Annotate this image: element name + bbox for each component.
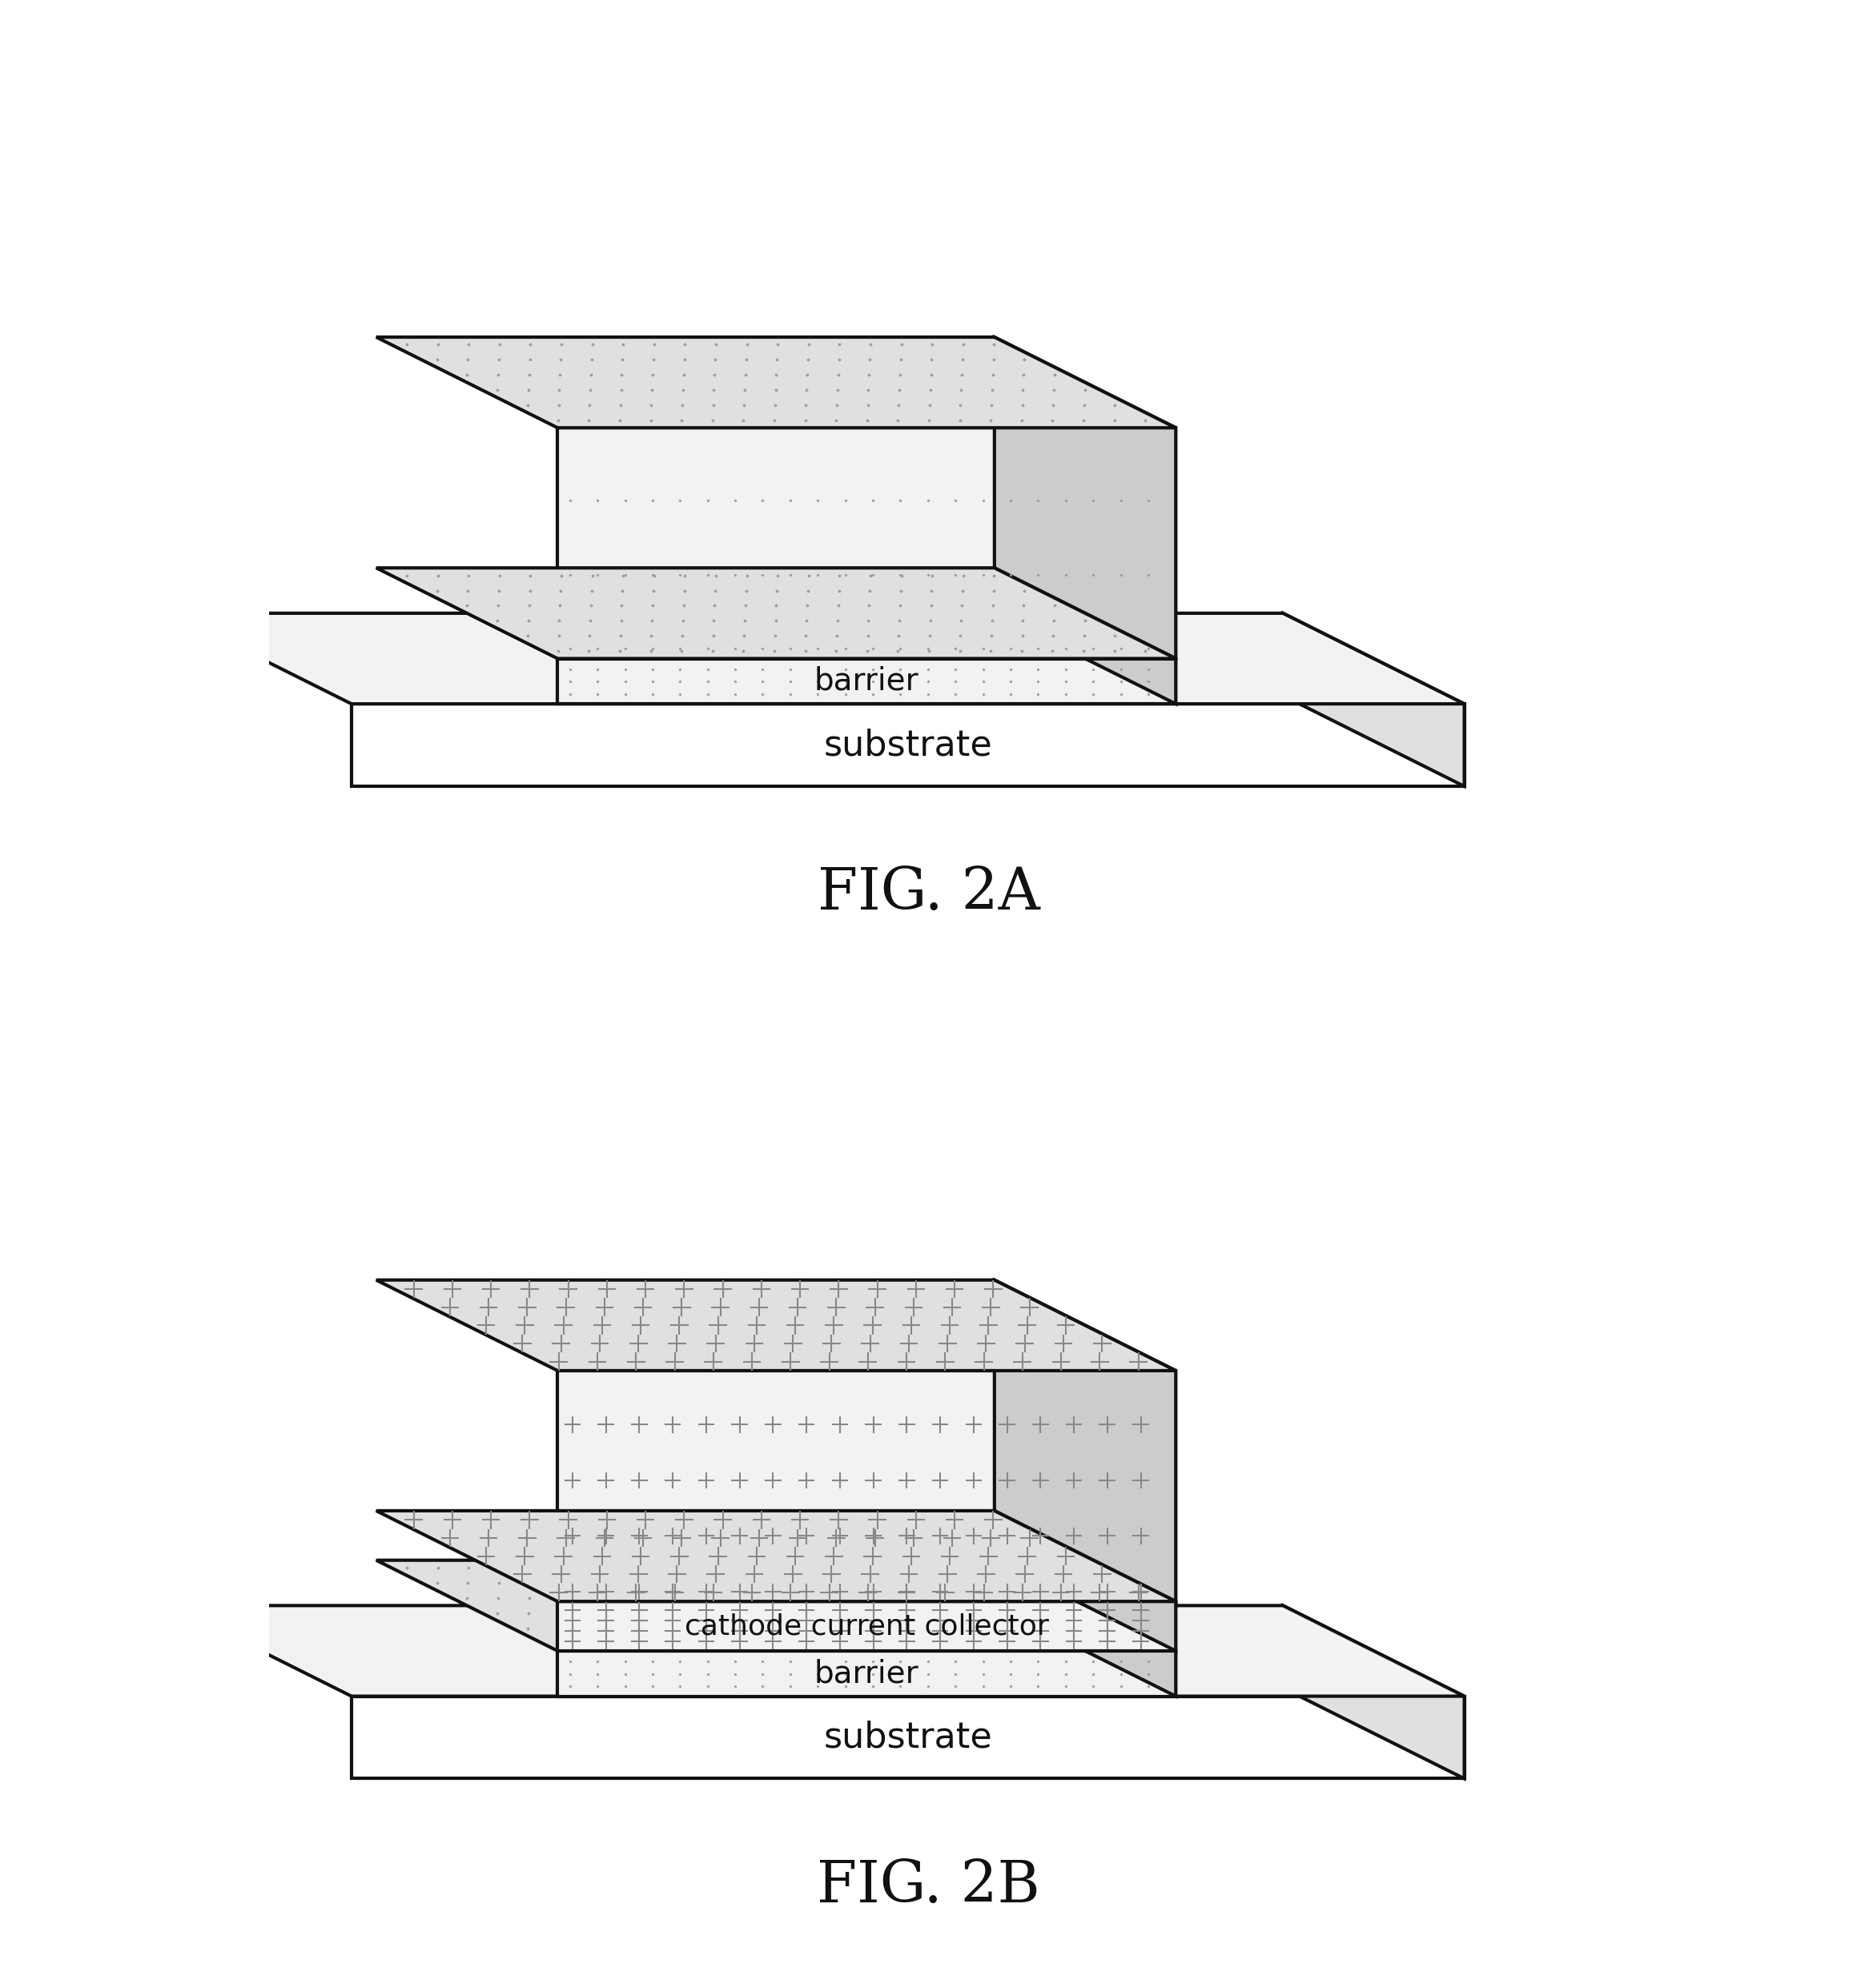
Text: cathode current collector: cathode current collector	[685, 1612, 1049, 1640]
Polygon shape	[995, 569, 1175, 704]
Polygon shape	[557, 1370, 1175, 1602]
Text: substrate: substrate	[823, 1720, 992, 1755]
Polygon shape	[351, 1696, 1465, 1779]
Text: FIG. 2A: FIG. 2A	[817, 865, 1040, 922]
Polygon shape	[377, 569, 1175, 658]
Polygon shape	[557, 427, 1175, 658]
Polygon shape	[377, 338, 1175, 427]
Polygon shape	[1283, 1606, 1465, 1779]
Polygon shape	[557, 1602, 1175, 1650]
Text: barrier: barrier	[815, 1658, 919, 1688]
Polygon shape	[351, 704, 1465, 787]
Polygon shape	[171, 1606, 1465, 1696]
Polygon shape	[557, 658, 1175, 704]
Polygon shape	[557, 1650, 1175, 1696]
Text: substrate: substrate	[823, 728, 992, 761]
Polygon shape	[995, 1280, 1175, 1602]
Polygon shape	[377, 1511, 1175, 1602]
Polygon shape	[995, 338, 1175, 658]
Polygon shape	[1283, 612, 1465, 787]
Polygon shape	[171, 612, 1465, 704]
Text: barrier: barrier	[815, 666, 919, 696]
Text: FIG. 2B: FIG. 2B	[817, 1857, 1040, 1914]
Polygon shape	[995, 1511, 1175, 1650]
Polygon shape	[377, 1280, 1175, 1370]
Polygon shape	[995, 1561, 1175, 1696]
Polygon shape	[377, 1561, 1175, 1650]
